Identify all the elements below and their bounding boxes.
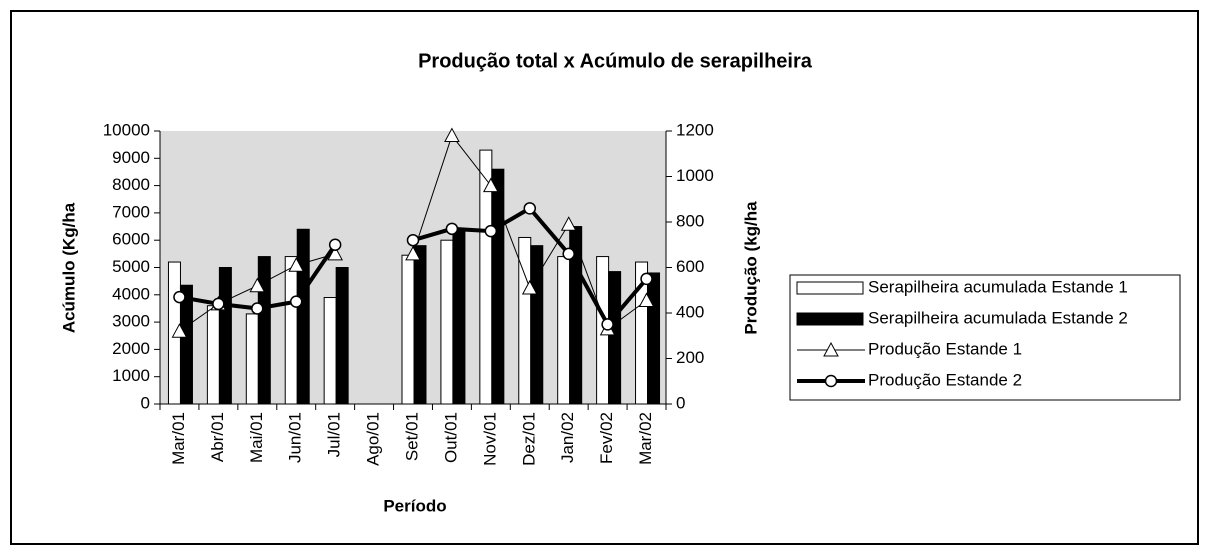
y2-tick-label: 0 [676, 393, 685, 412]
legend-swatch [796, 281, 864, 295]
x-tick-label: Jan/02 [558, 412, 577, 463]
x-tick-label: Jul/01 [325, 412, 344, 457]
x-tick-label: Mar/01 [169, 412, 188, 465]
marker [251, 302, 264, 315]
y-tick-label: 2000 [112, 339, 150, 358]
bar [284, 256, 298, 405]
legend-label: Serapilheira acumulada Estande 2 [868, 308, 1128, 327]
marker [640, 272, 653, 286]
bar [335, 267, 349, 405]
bar [440, 239, 454, 405]
y2-axis-label: Produção (kg/ha [741, 201, 760, 335]
marker [173, 290, 186, 304]
marker [288, 257, 305, 272]
legend-label: Serapilheira acumulada Estande 1 [868, 277, 1128, 296]
x-tick-label: Abr/01 [208, 412, 227, 462]
marker [249, 277, 266, 293]
y2-tick-label: 200 [676, 348, 704, 367]
y-tick-label: 7000 [112, 202, 150, 221]
bar [401, 254, 415, 405]
bar [245, 313, 259, 405]
bar [452, 228, 466, 405]
y2-tick-label: 1200 [676, 120, 714, 139]
chart-title: Produção total x Acúmulo de serapilheira [418, 50, 813, 72]
x-tick-label: Mar/02 [636, 412, 655, 465]
legend-swatch [796, 312, 864, 326]
y-tick-label: 0 [141, 393, 150, 412]
marker [483, 177, 499, 193]
bar [323, 297, 337, 405]
bar [179, 284, 193, 405]
x-tick-label: Ago/01 [364, 412, 383, 466]
bar [413, 245, 427, 405]
marker [560, 216, 577, 231]
y-axis-label: Acúmulo (Kg/ha [59, 202, 78, 333]
marker [638, 292, 655, 307]
y-tick-label: 5000 [112, 257, 150, 276]
bar [257, 256, 271, 405]
marker [405, 245, 421, 261]
y-tick-label: 9000 [112, 148, 150, 167]
y-tick-label: 6000 [112, 230, 150, 249]
marker [523, 202, 537, 215]
legend-label: Produção Estande 2 [868, 370, 1022, 389]
y-tick-label: 3000 [112, 312, 150, 331]
y-tick-label: 1000 [112, 366, 150, 385]
y-tick-label: 4000 [112, 284, 150, 303]
x-tick-label: Jun/01 [286, 412, 305, 463]
marker [601, 318, 614, 331]
marker [484, 224, 498, 238]
x-tick-label: Mai/01 [247, 412, 266, 463]
bar [557, 256, 571, 405]
y-tick-label: 10000 [103, 120, 150, 139]
marker [171, 323, 188, 338]
marker [328, 238, 342, 251]
y2-tick-label: 400 [676, 302, 704, 321]
x-tick-label: Nov/01 [480, 412, 499, 466]
bar [218, 267, 232, 405]
bar [206, 305, 220, 405]
y-tick-label: 8000 [112, 175, 150, 194]
marker [562, 247, 575, 261]
bar [296, 228, 310, 405]
marker [406, 233, 420, 247]
marker [521, 279, 538, 295]
x-tick-label: Out/01 [441, 412, 460, 463]
legend-label: Produção Estande 1 [868, 339, 1022, 358]
y2-tick-label: 600 [676, 257, 704, 276]
y2-tick-label: 1000 [676, 166, 714, 185]
marker [444, 127, 460, 143]
bar [647, 272, 661, 405]
legend-marker [824, 374, 838, 388]
bar [530, 245, 544, 405]
y2-tick-label: 800 [676, 211, 704, 230]
x-tick-label: Dez/01 [519, 412, 538, 466]
bar [608, 271, 622, 405]
x-tick-label: Fev/02 [597, 412, 616, 464]
marker [289, 295, 303, 308]
x-axis-label: Período [383, 496, 446, 515]
x-tick-label: Set/01 [402, 412, 421, 461]
legend-marker [823, 341, 839, 357]
marker [445, 222, 459, 236]
marker [212, 297, 225, 311]
